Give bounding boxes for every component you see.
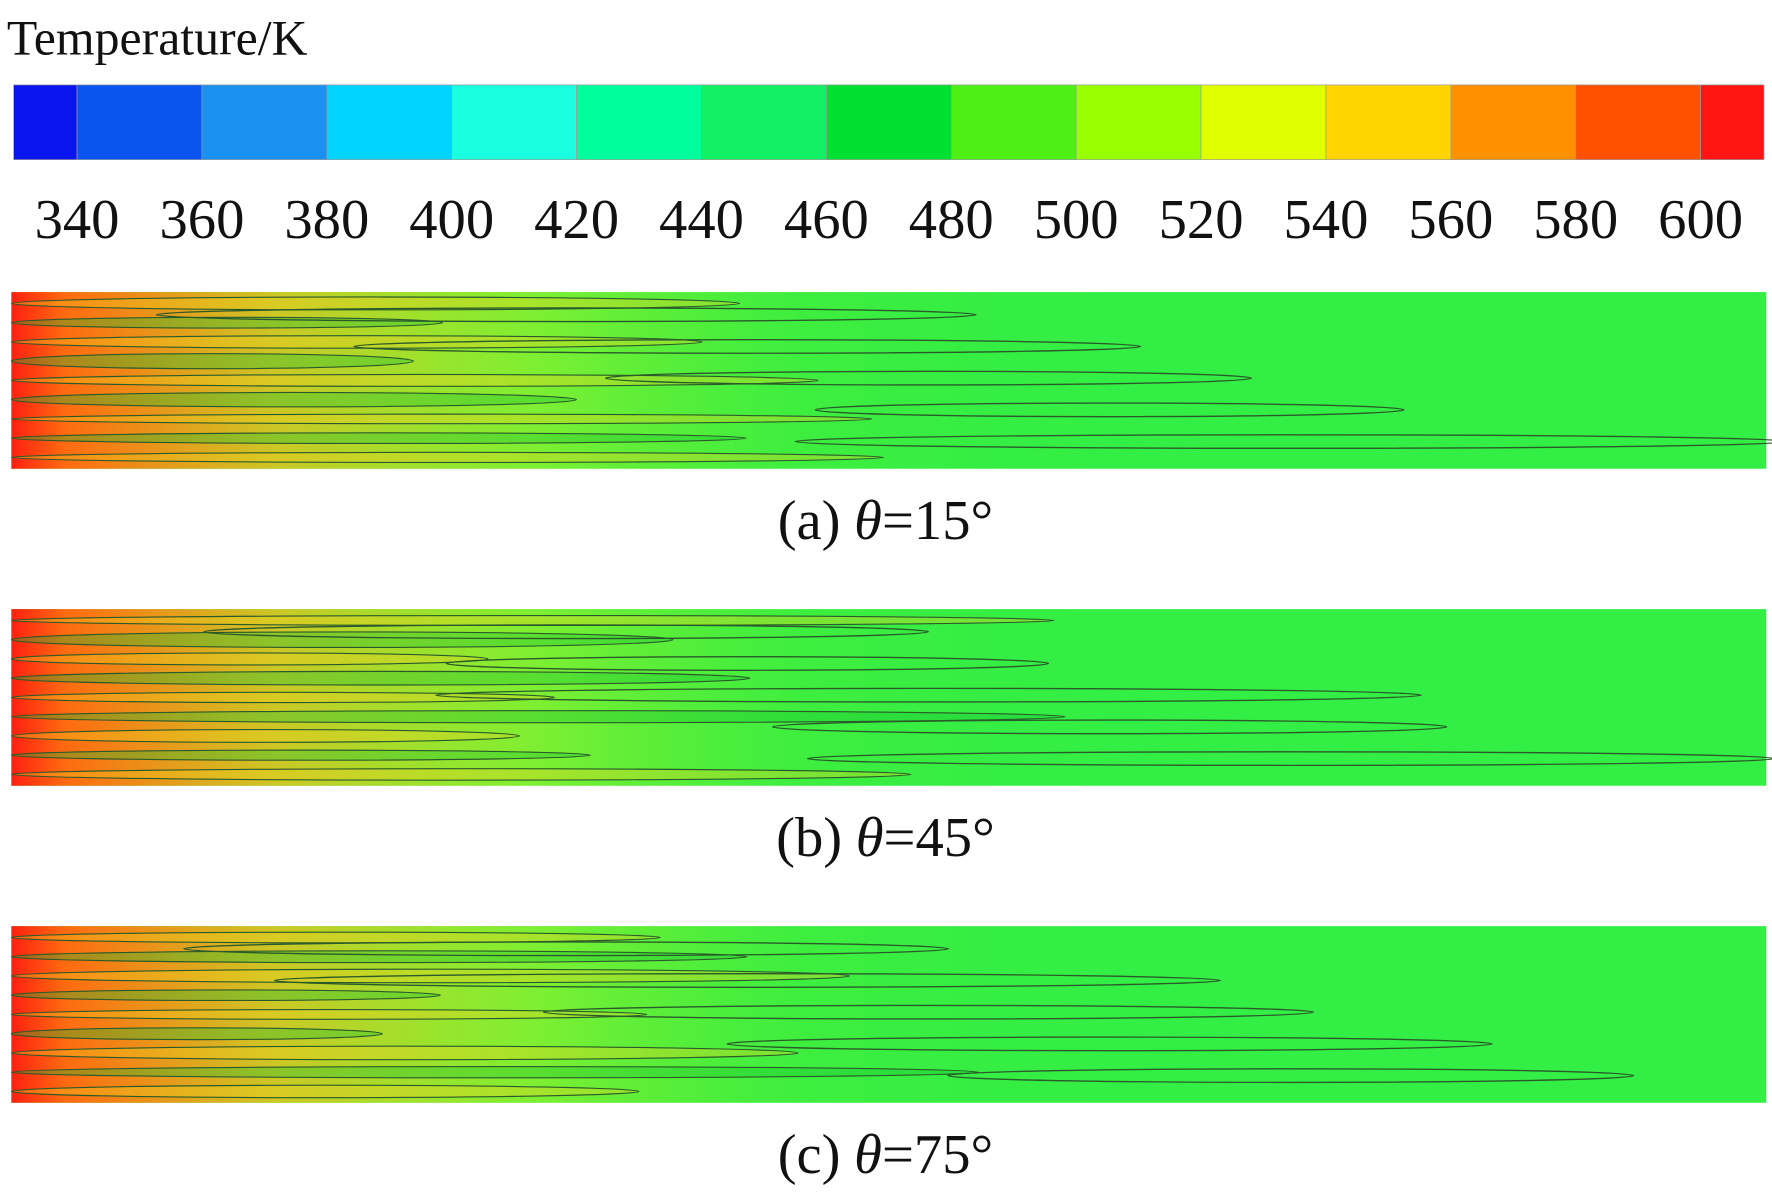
- tick-label: 560: [1408, 189, 1493, 251]
- panel-caption: (b) θ=45°: [776, 807, 995, 869]
- contour-line: [771, 719, 1448, 735]
- contour-line: [604, 370, 1253, 386]
- color-swatch: [1325, 84, 1452, 160]
- tick-label: 440: [659, 189, 744, 251]
- color-swatch: [826, 84, 952, 160]
- panel-heat: [11, 292, 1767, 469]
- tick-label: 460: [784, 189, 869, 251]
- caption-value: =15°: [882, 490, 993, 552]
- contour-line: [814, 402, 1405, 418]
- color-swatch: [950, 84, 1077, 160]
- tick-label: 580: [1533, 189, 1618, 251]
- streak: [10, 749, 592, 761]
- streak: [10, 652, 489, 666]
- caption-label: (c): [778, 1124, 841, 1186]
- streak: [10, 373, 819, 387]
- contour-panel: [10, 609, 1772, 786]
- tick-label: 340: [35, 189, 120, 251]
- caption-label: (a): [778, 490, 841, 552]
- tick-label: 540: [1283, 189, 1368, 251]
- colorbar-title: Temperature/K: [7, 10, 308, 65]
- colorbar: 340 360 380 400 420 440 460 480 500 520 540 560 580 6…: [13, 84, 1765, 251]
- color-swatch: [576, 84, 702, 160]
- streak: [10, 335, 703, 349]
- panel-heat: [11, 926, 1767, 1103]
- color-swatch: [1075, 84, 1202, 160]
- panel-heat: [11, 609, 1767, 786]
- tick-label: 360: [159, 189, 244, 251]
- streak: [10, 1027, 383, 1041]
- streak: [10, 353, 414, 370]
- tick-label: 500: [1034, 189, 1119, 251]
- caption-symbol: θ: [856, 807, 884, 869]
- tick-label: 600: [1658, 189, 1743, 251]
- caption-symbol: θ: [854, 1124, 882, 1186]
- streak: [10, 413, 873, 425]
- color-swatch: [1200, 84, 1327, 160]
- streak: [10, 1009, 648, 1020]
- caption-value: =75°: [882, 1124, 993, 1186]
- streak: [10, 614, 1055, 626]
- streak: [10, 670, 751, 686]
- contour-line: [203, 624, 930, 640]
- contour-panel: [10, 292, 1772, 469]
- streak: [10, 1084, 640, 1099]
- contour-line: [542, 1004, 1315, 1020]
- streak: [10, 391, 578, 408]
- caption-value: =45°: [884, 807, 995, 869]
- streak: [10, 950, 748, 964]
- contour-line: [353, 338, 1142, 354]
- panels: (a) θ=15°(b) θ=45°(c) θ=75°: [10, 292, 1772, 1186]
- color-swatch: [201, 84, 328, 160]
- streak: [10, 989, 441, 1002]
- contour-line: [434, 687, 1422, 703]
- contour-line: [445, 655, 1050, 671]
- streak: [10, 631, 674, 649]
- contour-line: [947, 1068, 1635, 1084]
- streak: [10, 710, 1066, 724]
- tick-label: 480: [909, 189, 994, 251]
- streak: [10, 768, 912, 781]
- color-swatch: [1700, 84, 1765, 160]
- contour-panel: [10, 926, 1767, 1103]
- tick-label: 380: [284, 189, 369, 251]
- contour-line: [726, 1036, 1493, 1052]
- streak: [10, 296, 741, 311]
- caption-label: (b): [776, 807, 842, 869]
- color-swatch: [76, 84, 203, 160]
- color-swatch: [326, 84, 453, 160]
- contour-line: [794, 434, 1772, 450]
- color-swatch: [1450, 84, 1577, 160]
- streak: [10, 691, 556, 704]
- color-swatch: [701, 84, 827, 160]
- streak: [10, 432, 747, 445]
- streak: [10, 1065, 979, 1079]
- contour-line: [155, 307, 977, 323]
- panel-caption: (c) θ=75°: [778, 1124, 993, 1186]
- color-swatch: [451, 84, 577, 160]
- color-swatch: [13, 84, 78, 160]
- contour-line: [183, 941, 950, 957]
- tick-label: 400: [409, 189, 494, 251]
- contour-line: [273, 973, 1221, 988]
- color-swatch: [1575, 84, 1701, 160]
- streak: [10, 1045, 799, 1061]
- panel-caption: (a) θ=15°: [778, 490, 993, 552]
- tick-label: 520: [1159, 189, 1244, 251]
- contour-line: [806, 751, 1772, 767]
- tick-label: 420: [534, 189, 619, 251]
- caption-symbol: θ: [854, 490, 882, 552]
- streak: [10, 451, 885, 464]
- streak: [10, 931, 661, 944]
- streak: [10, 728, 521, 743]
